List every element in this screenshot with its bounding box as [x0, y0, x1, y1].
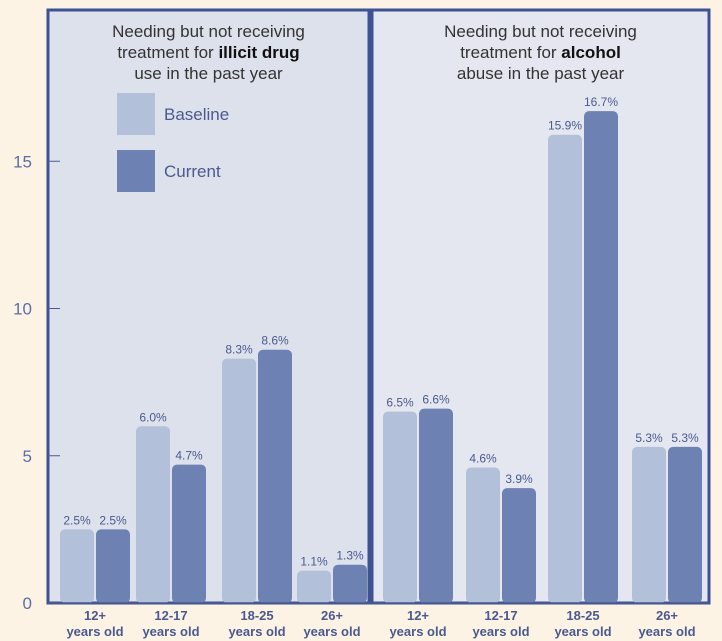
- x-category-label: 12-17: [154, 608, 187, 623]
- data-label: 16.7%: [584, 95, 618, 109]
- bar-current: [258, 349, 292, 603]
- x-category-label: years old: [638, 624, 695, 639]
- bar-baseline: [632, 446, 666, 603]
- x-category-label: years old: [142, 624, 199, 639]
- bar-current: [584, 111, 618, 603]
- x-category-label: years old: [554, 624, 611, 639]
- y-tick-label: 5: [23, 447, 32, 466]
- x-category-label: 12+: [84, 608, 106, 623]
- data-label: 5.3%: [671, 431, 699, 445]
- y-tick-label: 15: [13, 152, 32, 171]
- x-category-label: 12-17: [484, 608, 517, 623]
- data-label: 6.0%: [139, 410, 167, 424]
- x-category-label: years old: [228, 624, 285, 639]
- bar-current: [96, 529, 130, 603]
- x-category-label: 12+: [407, 608, 429, 623]
- bar-baseline: [383, 411, 417, 603]
- data-label: 8.6%: [261, 334, 289, 348]
- x-category-label: 18-25: [566, 608, 599, 623]
- data-label: 2.5%: [99, 513, 127, 527]
- y-tick-label: 0: [23, 594, 32, 613]
- bar-current: [668, 446, 702, 603]
- x-category-label: years old: [303, 624, 360, 639]
- bar-current: [172, 464, 206, 603]
- bar-baseline: [548, 134, 582, 603]
- panel-2-title-line: Needing but not receiving: [444, 22, 637, 41]
- legend-swatch-current: [117, 150, 155, 192]
- data-label: 6.5%: [386, 396, 414, 410]
- data-label: 2.5%: [63, 513, 91, 527]
- data-label: 5.3%: [635, 431, 663, 445]
- panel-1-title-line: Needing but not receiving: [112, 22, 305, 41]
- panel-2-title-line: abuse in the past year: [457, 64, 625, 83]
- data-label: 8.3%: [225, 343, 253, 357]
- x-category-label: years old: [66, 624, 123, 639]
- bar-current: [419, 408, 453, 603]
- bar-baseline: [60, 529, 94, 603]
- x-category-label: years old: [389, 624, 446, 639]
- panel-1-background: [46, 8, 371, 605]
- legend-swatch-baseline: [117, 93, 155, 135]
- data-label: 4.7%: [175, 449, 203, 463]
- panel-1-title-line: use in the past year: [134, 64, 283, 83]
- data-label: 1.1%: [300, 555, 328, 569]
- data-label: 1.3%: [336, 549, 364, 563]
- legend-label-baseline: Baseline: [164, 105, 229, 124]
- bar-current: [333, 564, 367, 603]
- data-label: 4.6%: [469, 452, 497, 466]
- data-label: 6.6%: [422, 393, 450, 407]
- x-category-label: years old: [472, 624, 529, 639]
- legend-label-current: Current: [164, 162, 221, 181]
- bar-baseline: [222, 358, 256, 603]
- bar-baseline: [466, 467, 500, 603]
- x-category-label: 26+: [321, 608, 343, 623]
- bar-current: [502, 488, 536, 603]
- y-tick-label: 10: [13, 300, 32, 319]
- bar-baseline: [136, 426, 170, 603]
- x-category-label: 26+: [656, 608, 678, 623]
- panel-1-title-line: treatment for illicit drug: [117, 43, 299, 62]
- data-label: 15.9%: [548, 119, 582, 133]
- x-category-label: 18-25: [240, 608, 273, 623]
- data-label: 3.9%: [505, 472, 533, 486]
- panel-2-title-line: treatment for alcohol: [460, 43, 621, 62]
- bar-baseline: [297, 570, 331, 603]
